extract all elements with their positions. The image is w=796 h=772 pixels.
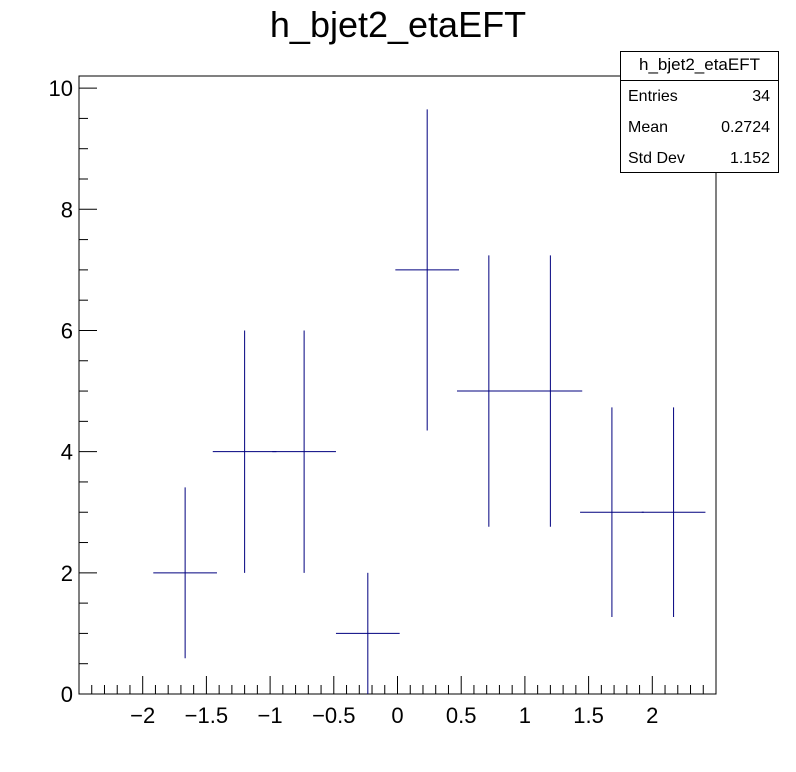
x-tick-label: 2: [646, 703, 658, 728]
y-tick-label: 10: [49, 76, 73, 101]
x-tick-label: −0.5: [312, 703, 355, 728]
histogram-bin: [641, 407, 706, 618]
histogram-bin: [153, 487, 217, 659]
x-tick-label: −1: [258, 703, 283, 728]
y-tick-label: 4: [61, 440, 73, 465]
histogram-bin: [335, 572, 400, 694]
y-tick-label: 6: [61, 318, 73, 343]
data-marks: [153, 109, 706, 694]
stats-mean-value: 0.2724: [721, 119, 770, 136]
chart-title: h_bjet2_etaEFT: [269, 4, 527, 45]
y-tick-label: 0: [61, 682, 73, 707]
x-tick-label: 0.5: [446, 703, 477, 728]
stats-mean-label: Mean: [628, 119, 669, 136]
stats-entries-row: Entries 34: [621, 81, 778, 112]
y-tick-label: 8: [61, 197, 73, 222]
stats-entries-label: Entries: [628, 88, 678, 105]
histogram-bin: [518, 255, 583, 527]
x-tick-label: 0: [391, 703, 403, 728]
histogram-bin: [395, 109, 460, 431]
histogram-bin: [456, 255, 521, 527]
x-tick-label: −2: [130, 703, 155, 728]
x-tick-label: 1: [519, 703, 531, 728]
stats-stddev-value: 1.152: [729, 150, 770, 167]
stats-stddev-label: Std Dev: [628, 150, 685, 167]
stats-box: h_bjet2_etaEFT Entries 34 Mean 0.2724 St…: [620, 51, 779, 173]
histogram-bin: [212, 330, 277, 573]
stats-name: h_bjet2_etaEFT: [621, 52, 778, 81]
histogram-bin: [272, 330, 336, 573]
x-tick-label: −1.5: [185, 703, 228, 728]
x-tick-label: 1.5: [573, 703, 604, 728]
y-tick-label: 2: [61, 561, 73, 586]
stats-stddev-row: Std Dev 1.152: [621, 143, 778, 174]
axes: −2 −1.5 −1 −0.5 0 0.5 1 1.5 2 0 2 4 6 8 10: [49, 76, 704, 728]
stats-entries-value: 34: [752, 88, 770, 105]
stats-mean-row: Mean 0.2724: [621, 112, 778, 143]
histogram-bin: [580, 407, 644, 618]
